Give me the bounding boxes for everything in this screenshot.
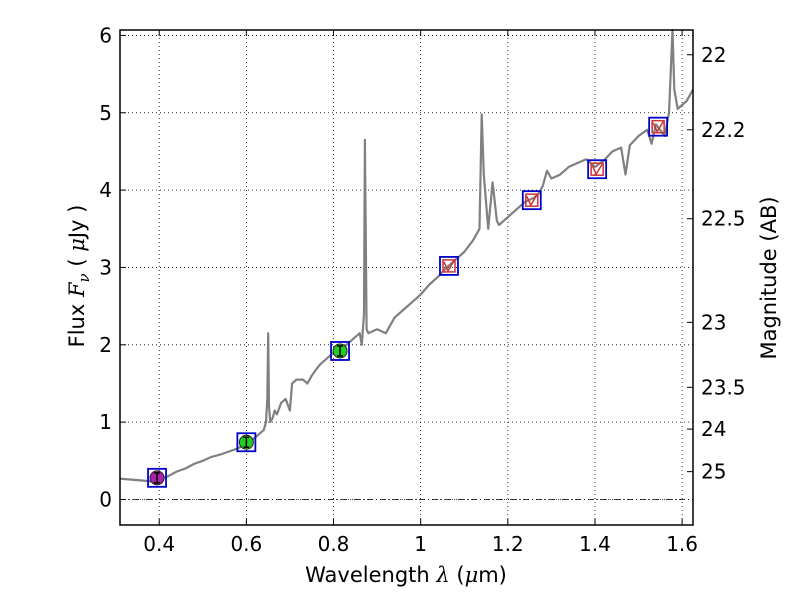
y-tick-label: 5	[99, 101, 112, 125]
x-tick-label: 1.6	[666, 532, 698, 556]
y2-tick-label: 24	[701, 417, 726, 441]
model-photometry-marker	[439, 255, 459, 276]
model-marker-check	[591, 163, 603, 176]
x-tick-label: 0.4	[143, 532, 175, 556]
y2-axis-ticks: 22 22.2 22.5 23 23.5 24 25	[687, 43, 746, 484]
y2-tick-label: 22	[701, 43, 726, 67]
y-tick-label: 4	[99, 178, 112, 202]
model-marker-square	[590, 162, 604, 176]
model-marker-square	[442, 259, 456, 273]
photometry-points	[147, 116, 669, 488]
detected-photometry-marker	[236, 432, 257, 453]
y2-tick-label: 25	[701, 460, 726, 484]
x-axis-title: Wavelength λ (μm)	[305, 563, 507, 587]
grid-lines	[120, 30, 693, 525]
photometry-box	[236, 432, 257, 453]
y-tick-label: 3	[99, 255, 112, 279]
photometry-box	[648, 116, 669, 137]
photometry-box	[147, 467, 167, 488]
y-tick-label: 1	[99, 410, 112, 434]
y-axis-title: Flux Fν ( μJy )	[65, 205, 93, 348]
model-marker-check	[443, 260, 455, 273]
model-photometry-marker	[648, 116, 669, 137]
photometry-box	[439, 255, 459, 276]
x-axis-ticks: 0.4 0.6 0.8 1 1.2 1.4 1.6	[143, 30, 698, 556]
model-marker-check	[526, 194, 538, 207]
spectrum-line	[119, 28, 694, 483]
y-tick-label: 6	[99, 23, 112, 47]
detected-photometry-marker	[330, 341, 350, 361]
detected-photometry-marker	[147, 467, 167, 488]
photometry-box	[521, 190, 542, 211]
model-marker-check	[652, 121, 664, 134]
y-tick-label: 2	[99, 333, 112, 357]
x-tick-label: 0.6	[230, 532, 262, 556]
photometry-box	[587, 159, 608, 180]
x-tick-label: 0.8	[318, 532, 350, 556]
plot-frame	[119, 29, 694, 526]
spectrum-series	[119, 28, 694, 483]
model-photometry-marker	[521, 190, 542, 211]
y2-tick-label: 22.5	[701, 207, 746, 231]
y2-tick-label: 23	[701, 310, 726, 334]
model-marker-square	[525, 193, 539, 207]
y2-tick-label: 22.2	[701, 118, 746, 142]
y-tick-label: 0	[99, 487, 112, 511]
x-tick-label: 1.2	[492, 532, 524, 556]
x-tick-label: 1	[414, 532, 427, 556]
model-marker-square	[651, 119, 665, 134]
y2-tick-label: 23.5	[701, 375, 746, 399]
photometry-box	[330, 341, 350, 361]
x-tick-label: 1.4	[579, 532, 611, 556]
y2-axis-title: Magnitude (AB)	[757, 196, 781, 359]
y-axis-ticks: 0 1 2 3 4 5 6	[99, 23, 126, 511]
model-photometry-marker	[587, 159, 608, 180]
